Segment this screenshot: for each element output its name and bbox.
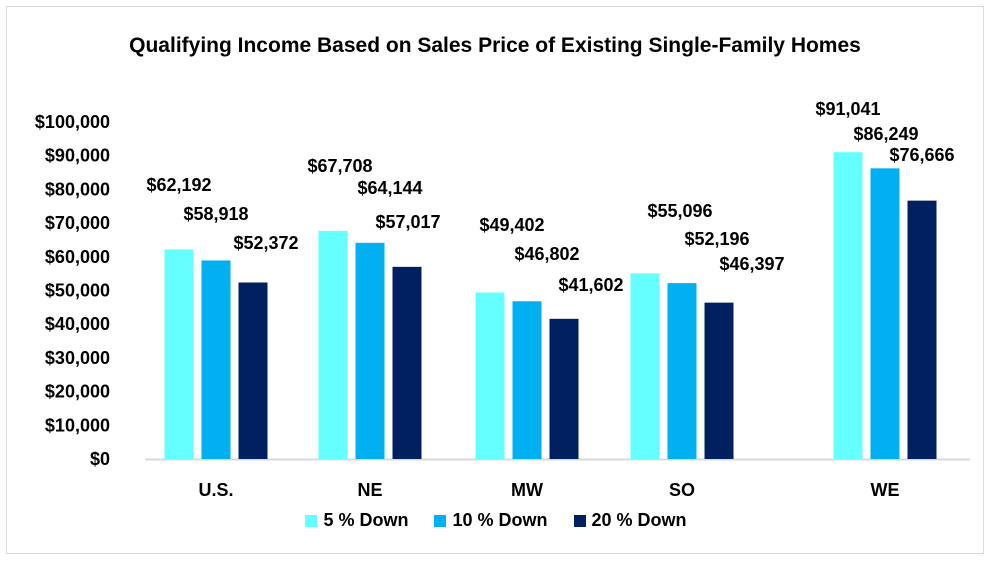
- x-tick-label: NE: [357, 480, 382, 500]
- bar-so-series-2: [667, 283, 697, 459]
- y-tick-label: $40,000: [45, 314, 110, 334]
- bar-us-series-3: [238, 282, 268, 459]
- legend: 5 % Down 10 % Down 20 % Down: [0, 510, 992, 531]
- bar-us-series-2: [201, 260, 231, 459]
- bar-so-series-3: [704, 302, 734, 459]
- data-label: $91,041: [815, 99, 880, 119]
- y-tick-label: $90,000: [45, 146, 110, 166]
- data-label: $62,192: [146, 175, 211, 195]
- data-label: $57,017: [375, 212, 440, 232]
- x-tick-label: WE: [871, 480, 900, 500]
- y-tick-label: $30,000: [45, 348, 110, 368]
- bar-us-series-1: [164, 249, 194, 459]
- legend-label: 10 % Down: [452, 510, 548, 530]
- legend-label: 5 % Down: [323, 510, 409, 530]
- x-tick-label: U.S.: [198, 480, 233, 500]
- chart-border: [6, 6, 984, 554]
- data-label: $64,144: [357, 178, 422, 198]
- data-label: $49,402: [479, 215, 544, 235]
- bar-mw-series-3: [549, 318, 579, 459]
- y-tick-label: $20,000: [45, 382, 110, 402]
- y-tick-label: $10,000: [45, 415, 110, 435]
- data-label: $46,802: [514, 244, 579, 264]
- data-label: $55,096: [647, 201, 712, 221]
- data-label: $86,249: [853, 124, 918, 144]
- data-label: $52,372: [233, 233, 298, 253]
- data-label: $46,397: [719, 254, 784, 274]
- legend-item: 5 % Down: [305, 510, 408, 531]
- data-label: $67,708: [307, 156, 372, 176]
- y-tick-label: $50,000: [45, 281, 110, 301]
- bar-mw-series-1: [475, 292, 505, 459]
- y-tick-label: $70,000: [45, 213, 110, 233]
- y-tick-label: $60,000: [45, 247, 110, 267]
- bar-ne-series-2: [355, 242, 385, 459]
- legend-item: 20 % Down: [573, 510, 687, 531]
- legend-swatch: [434, 514, 447, 527]
- data-label: $52,196: [684, 229, 749, 249]
- data-label: $41,602: [558, 275, 623, 295]
- bar-ne-series-3: [392, 266, 422, 459]
- bar-we-series-3: [907, 200, 937, 460]
- legend-label: 20 % Down: [591, 510, 687, 530]
- bar-mw-series-2: [512, 301, 542, 459]
- bar-so-series-1: [630, 273, 660, 459]
- bar-ne-series-1: [318, 230, 348, 459]
- bar-we-series-2: [870, 168, 900, 459]
- legend-swatch: [305, 514, 318, 527]
- bar-we-series-1: [833, 152, 863, 459]
- chart-title: Qualifying Income Based on Sales Price o…: [129, 34, 861, 57]
- data-label: $76,666: [889, 145, 954, 165]
- legend-item: 10 % Down: [434, 510, 548, 531]
- x-tick-label: MW: [511, 480, 543, 500]
- legend-swatch: [573, 514, 586, 527]
- data-label: $58,918: [183, 204, 248, 224]
- x-tick-label: SO: [669, 480, 695, 500]
- y-tick-label: $0: [90, 449, 110, 469]
- y-tick-label: $100,000: [35, 112, 110, 132]
- y-tick-label: $80,000: [45, 179, 110, 199]
